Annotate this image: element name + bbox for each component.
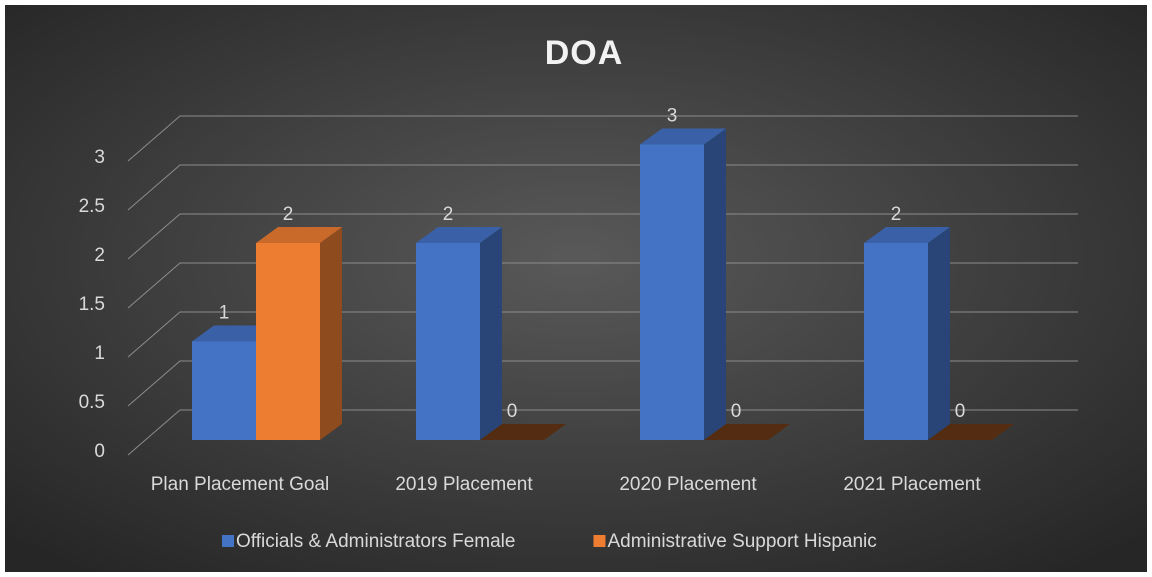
grid-line	[127, 360, 1078, 407]
bar-side	[928, 227, 950, 440]
x-tick-label: 2020 Placement	[619, 474, 757, 495]
grid-line	[127, 409, 1078, 456]
grid-line	[127, 115, 1078, 162]
bar-top	[704, 424, 790, 440]
y-tick-label: 2	[94, 245, 105, 266]
y-tick-label: 2.5	[79, 196, 105, 217]
data-label: 2	[283, 204, 294, 225]
bar-top	[928, 424, 1014, 440]
chart-background	[5, 5, 1147, 572]
bar-top	[416, 227, 502, 243]
bar	[416, 243, 480, 440]
bar-top	[256, 227, 342, 243]
y-tick-label: 0.5	[79, 392, 105, 413]
data-label: 3	[667, 106, 678, 127]
y-tick-label: 3	[94, 147, 105, 168]
legend-label: Administrative Support Hispanic	[607, 531, 876, 552]
bar-top	[864, 227, 950, 243]
grid-line	[127, 164, 1078, 211]
bar-top	[640, 128, 726, 145]
data-label: 0	[731, 401, 742, 422]
y-tick-label: 1.5	[79, 294, 105, 315]
data-label: 2	[891, 204, 902, 225]
bar-side	[480, 227, 502, 440]
data-label: 0	[955, 401, 966, 422]
grid-line	[127, 262, 1078, 309]
x-tick-label: Plan Placement Goal	[151, 474, 330, 495]
chart-title: DOA	[545, 34, 624, 72]
x-tick-label: 2021 Placement	[843, 474, 981, 495]
bar-top	[480, 424, 566, 440]
data-label: 2	[443, 204, 454, 225]
bar-side	[704, 128, 726, 440]
data-label: 1	[219, 303, 230, 324]
bar	[256, 243, 320, 440]
legend-swatch	[593, 535, 606, 547]
bar	[864, 243, 928, 440]
bar	[192, 341, 256, 440]
bar-side	[320, 227, 342, 440]
legend-swatch	[222, 535, 234, 547]
data-label: 0	[507, 401, 518, 422]
legend-label: Officials & Administrators Female	[236, 531, 515, 552]
grid-line	[127, 213, 1078, 260]
x-tick-label: 2019 Placement	[395, 474, 533, 495]
grid-line	[127, 311, 1078, 358]
y-tick-label: 1	[94, 343, 105, 364]
y-tick-label: 0	[94, 441, 105, 462]
bar	[640, 144, 704, 440]
